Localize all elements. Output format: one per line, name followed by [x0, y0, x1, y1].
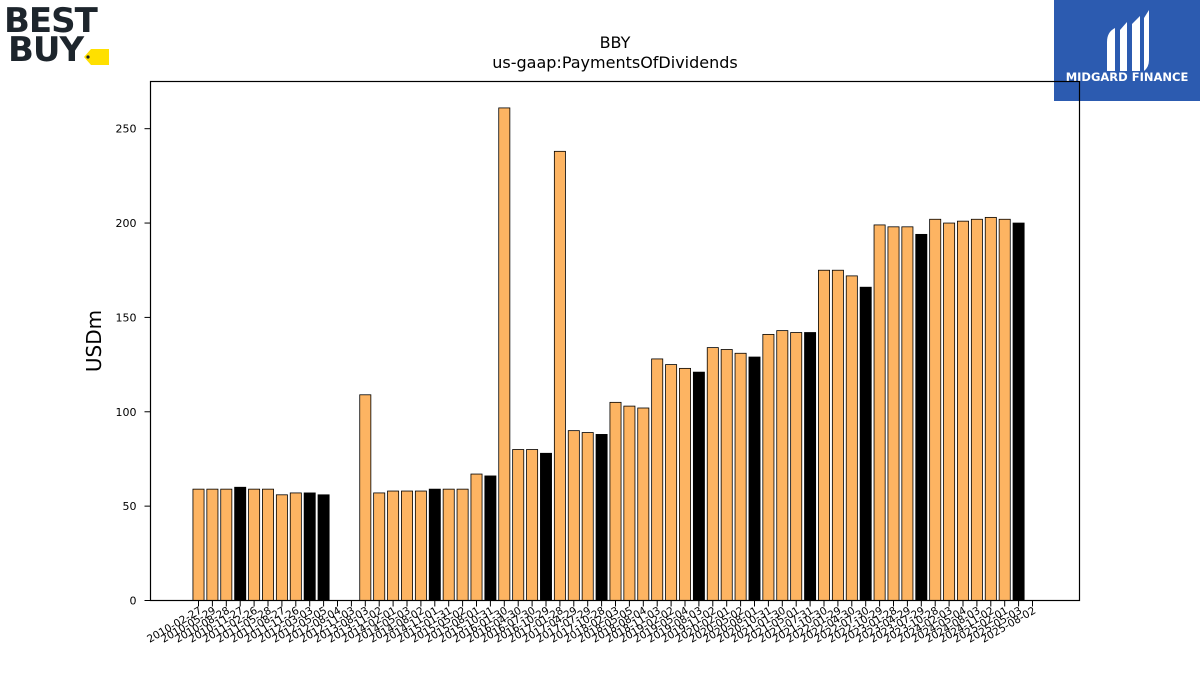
bar — [414, 490, 427, 601]
bar — [470, 473, 483, 601]
y-tick-label: 250 — [116, 123, 137, 136]
bar — [498, 107, 511, 601]
bar — [192, 488, 205, 601]
bar — [595, 434, 608, 601]
bar — [623, 405, 636, 601]
plot-frame — [149, 80, 1081, 602]
bar — [762, 333, 775, 601]
bar — [706, 347, 719, 601]
bar — [526, 449, 539, 601]
bar — [373, 492, 386, 601]
bar — [609, 401, 622, 601]
bar — [234, 486, 247, 601]
chart-title: BBY — [600, 33, 631, 52]
bar — [998, 218, 1011, 601]
midgard-mark-icon — [1107, 10, 1149, 71]
y-tick-label: 150 — [116, 311, 137, 324]
bar — [665, 364, 678, 601]
y-tick-label: 100 — [116, 406, 137, 419]
bar — [957, 220, 969, 601]
bar — [637, 407, 650, 601]
bar — [804, 332, 817, 601]
y-axis-label: USDm — [82, 310, 106, 372]
bar — [401, 490, 413, 601]
bar — [970, 218, 983, 601]
y-tick-label: 200 — [116, 217, 137, 230]
bar — [720, 349, 733, 601]
bar — [206, 488, 219, 601]
bar — [748, 356, 761, 601]
bar — [692, 371, 705, 601]
price-tag-hole-icon — [86, 55, 90, 59]
bar — [512, 449, 525, 601]
bar — [859, 286, 872, 601]
bar — [262, 488, 274, 601]
bar — [484, 475, 497, 601]
partner-logo-text: MIDGARD FINANCE — [1066, 70, 1189, 84]
bar — [275, 494, 288, 601]
bar — [567, 430, 580, 601]
y-tick-label: 50 — [123, 500, 137, 513]
bar-series — [192, 107, 1025, 601]
bar — [831, 269, 844, 601]
bar — [679, 367, 691, 601]
company-logo: BEST BUY — [4, 1, 109, 70]
bar — [456, 488, 469, 601]
bar — [845, 275, 858, 601]
bar — [220, 488, 233, 601]
bar — [248, 488, 261, 601]
bar — [790, 332, 803, 601]
bar — [915, 233, 928, 601]
bar — [442, 488, 455, 601]
bar — [901, 226, 914, 601]
bar — [540, 452, 552, 601]
company-logo-line1: BEST — [4, 1, 99, 41]
bar — [387, 490, 400, 601]
bar — [1012, 222, 1025, 601]
bar — [289, 492, 302, 601]
bar — [553, 150, 566, 601]
bar — [303, 492, 316, 601]
price-tag-icon — [84, 49, 109, 65]
partner-logo: MIDGARD FINANCE — [1054, 0, 1200, 101]
bar — [943, 222, 956, 601]
y-axis: 0 50 100 150 200 250 — [116, 123, 151, 608]
bar — [929, 218, 942, 601]
bar — [887, 226, 900, 601]
bar — [776, 330, 789, 601]
bar — [581, 432, 594, 601]
bar — [873, 224, 886, 601]
bar — [428, 488, 441, 601]
bar — [734, 352, 747, 601]
y-tick-label: 0 — [130, 595, 137, 608]
bar — [651, 358, 664, 601]
bar — [359, 394, 372, 601]
bar — [984, 216, 997, 601]
bar — [317, 494, 330, 601]
x-axis: 2010-02-272010-05-292010-08-282010-11-27… — [145, 600, 1038, 646]
company-logo-line2: BUY — [8, 30, 85, 70]
chart-subtitle: us-gaap:PaymentsOfDividends — [492, 53, 737, 72]
bar — [818, 269, 830, 601]
